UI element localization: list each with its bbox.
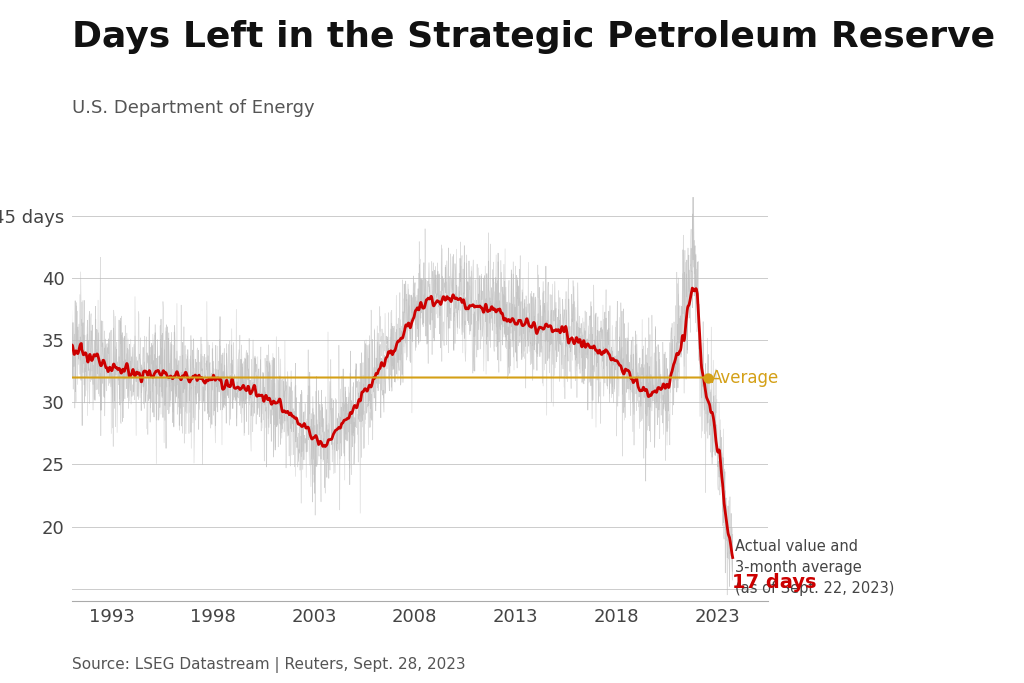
Text: Source: LSEG Datastream | Reuters, Sept. 28, 2023: Source: LSEG Datastream | Reuters, Sept.… (72, 657, 465, 673)
Text: Average: Average (711, 369, 778, 387)
Text: Actual value and
3-month average
(as of Sept. 22, 2023): Actual value and 3-month average (as of … (734, 539, 894, 596)
Text: 17 days: 17 days (732, 573, 816, 592)
Text: Days Left in the Strategic Petroleum Reserve: Days Left in the Strategic Petroleum Res… (72, 20, 994, 55)
Point (700, 372, 717, 383)
Text: U.S. Department of Energy: U.S. Department of Energy (72, 99, 314, 117)
